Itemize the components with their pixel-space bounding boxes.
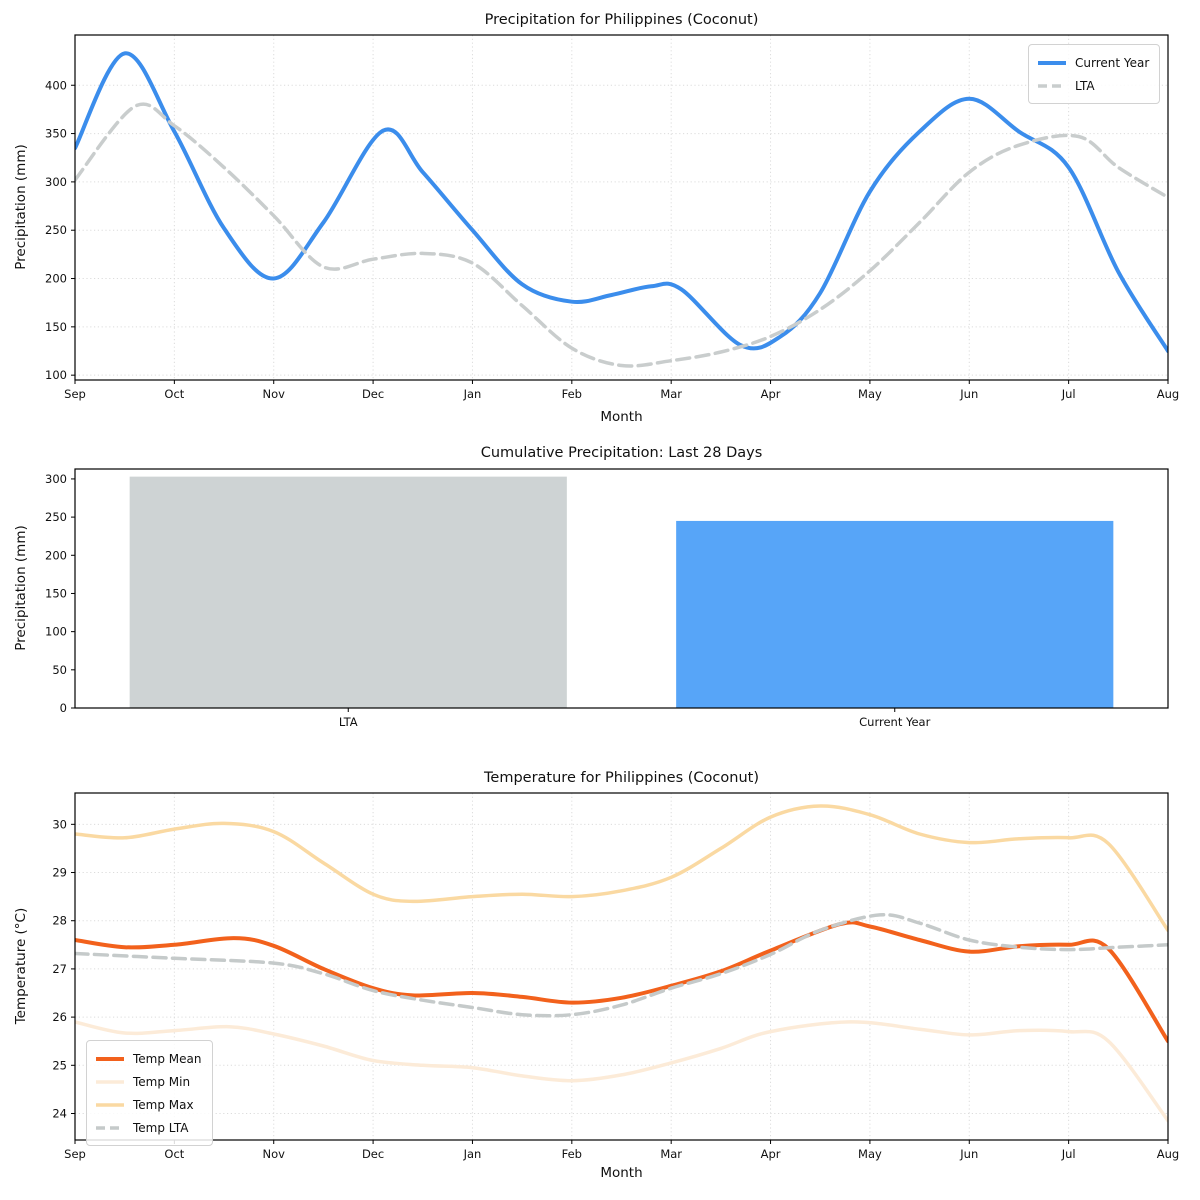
legend-label: Temp LTA: [133, 1120, 189, 1135]
legend-line-sample: [1038, 60, 1066, 65]
tick-label: LTA: [339, 715, 358, 729]
tick-label: Dec: [362, 1147, 384, 1161]
temperature-chart-title: Temperature for Philippines (Coconut): [484, 770, 759, 786]
legend-label: LTA: [1075, 78, 1095, 93]
tick-label: Current Year: [859, 715, 930, 729]
tick-label: Apr: [761, 387, 781, 401]
legend-item-temp-max: Temp Max: [95, 1093, 202, 1116]
tick-label: Aug: [1157, 387, 1179, 401]
tick-label: 25: [52, 1058, 67, 1072]
tick-label: Sep: [64, 1147, 86, 1161]
tick-label: 100: [45, 625, 67, 639]
tick-label: 400: [45, 78, 67, 92]
tick-label: Jan: [463, 387, 482, 401]
axis-ticks: Sep Oct Nov Dec Jan Feb Mar Apr May Jun Jul Aug 100 1…: [45, 78, 1179, 401]
precipitation-chart-title: Precipitation for Philippines (Coconut): [484, 12, 759, 28]
temp-min-line: [75, 1020, 1168, 1123]
axes-frame: [74, 792, 1169, 1141]
precipitation-plot-area: Sep Oct Nov Dec Jan Feb Mar Apr May Jun Jul Aug 100 1…: [45, 34, 1179, 401]
tick-label: 300: [45, 175, 67, 189]
tick-label: 30: [52, 817, 67, 831]
cumulative-plot-area: LTA Current Year 0 50 100 150 200 250 300: [45, 468, 1169, 729]
current-year-line: [75, 51, 1168, 353]
temperature-yaxis-label: Temperature (°C): [13, 907, 29, 1025]
legend-item-temp-lta: Temp LTA: [95, 1116, 202, 1139]
temp-lta-line: [75, 912, 1168, 1018]
tick-label: 150: [45, 320, 67, 334]
lta-line: [75, 102, 1168, 368]
tick-label: 27: [52, 962, 67, 976]
legend-item-lta: LTA: [1037, 74, 1149, 97]
legend-item-temp-min: Temp Min: [95, 1070, 202, 1093]
axes-frame: [74, 34, 1169, 381]
tick-label: Jun: [959, 387, 978, 401]
precipitation-legend: Current Year LTA: [1028, 44, 1161, 104]
tick-label: 0: [60, 701, 67, 715]
legend-item-current-year: Current Year: [1037, 51, 1149, 74]
tick-label: 100: [45, 368, 67, 382]
tick-label: Nov: [263, 387, 286, 401]
tick-label: May: [858, 1147, 882, 1161]
tick-label: 50: [52, 663, 67, 677]
tick-label: Nov: [263, 1147, 286, 1161]
tick-label: 200: [45, 272, 67, 286]
tick-label: Sep: [64, 387, 86, 401]
tick-label: May: [858, 387, 882, 401]
tick-label: Jan: [463, 1147, 482, 1161]
legend-line-sample: [1038, 83, 1066, 88]
axes-frame: [74, 468, 1169, 709]
tick-label: Mar: [660, 387, 682, 401]
tick-label: 150: [45, 586, 67, 600]
tick-label: 350: [45, 127, 67, 141]
tick-label: 200: [45, 548, 67, 562]
temp-max-line: [75, 804, 1168, 933]
legend-label: Temp Mean: [133, 1051, 202, 1066]
legend-label: Current Year: [1075, 55, 1150, 70]
cumulative-chart-title: Cumulative Precipitation: Last 28 Days: [480, 445, 763, 461]
cumulative-yaxis-label: Precipitation (mm): [13, 525, 29, 651]
legend-label: Temp Max: [133, 1097, 194, 1112]
legend-line-sample: [96, 1102, 124, 1107]
tick-label: Dec: [362, 387, 384, 401]
tick-label: Aug: [1157, 1147, 1179, 1161]
tick-label: Apr: [761, 1147, 781, 1161]
axis-ticks: Sep Oct Nov Dec Jan Feb Mar Apr May Jun Jul Aug 24 25…: [52, 817, 1179, 1161]
grid: [74, 35, 1169, 380]
lta-bar: [129, 476, 567, 708]
tick-label: Jul: [1061, 387, 1076, 401]
tick-label: Feb: [562, 387, 582, 401]
tick-label: 29: [52, 866, 67, 880]
temperature-xaxis-label: Month: [600, 1165, 643, 1181]
tick-label: 28: [52, 914, 67, 928]
grid: [74, 793, 1169, 1140]
precipitation-yaxis-label: Precipitation (mm): [13, 144, 29, 270]
tick-label: 300: [45, 472, 67, 486]
temp-mean-line: [75, 920, 1168, 1044]
tick-label: Feb: [562, 1147, 582, 1161]
tick-label: Jul: [1061, 1147, 1076, 1161]
tick-label: 250: [45, 223, 67, 237]
tick-label: Oct: [164, 1147, 184, 1161]
tick-label: 24: [52, 1106, 67, 1120]
legend-line-sample: [96, 1079, 124, 1084]
tick-label: 26: [52, 1010, 67, 1024]
temperature-plot-area: Sep Oct Nov Dec Jan Feb Mar Apr May Jun Jul Aug 24 25…: [52, 792, 1179, 1161]
tick-label: 250: [45, 510, 67, 524]
legend-item-temp-mean: Temp Mean: [95, 1047, 202, 1070]
tick-label: Jun: [959, 1147, 978, 1161]
legend-line-sample: [96, 1056, 124, 1061]
legend-label: Temp Min: [133, 1074, 191, 1089]
current-year-bar: [676, 520, 1114, 708]
precipitation-xaxis-label: Month: [600, 409, 643, 425]
tick-label: Mar: [660, 1147, 682, 1161]
axis-ticks: LTA Current Year 0 50 100 150 200 250 300: [45, 472, 931, 729]
temperature-legend: Temp Mean Temp Min Temp Max Temp LTA: [86, 1040, 213, 1146]
legend-line-sample: [96, 1125, 124, 1130]
tick-label: Oct: [164, 387, 184, 401]
